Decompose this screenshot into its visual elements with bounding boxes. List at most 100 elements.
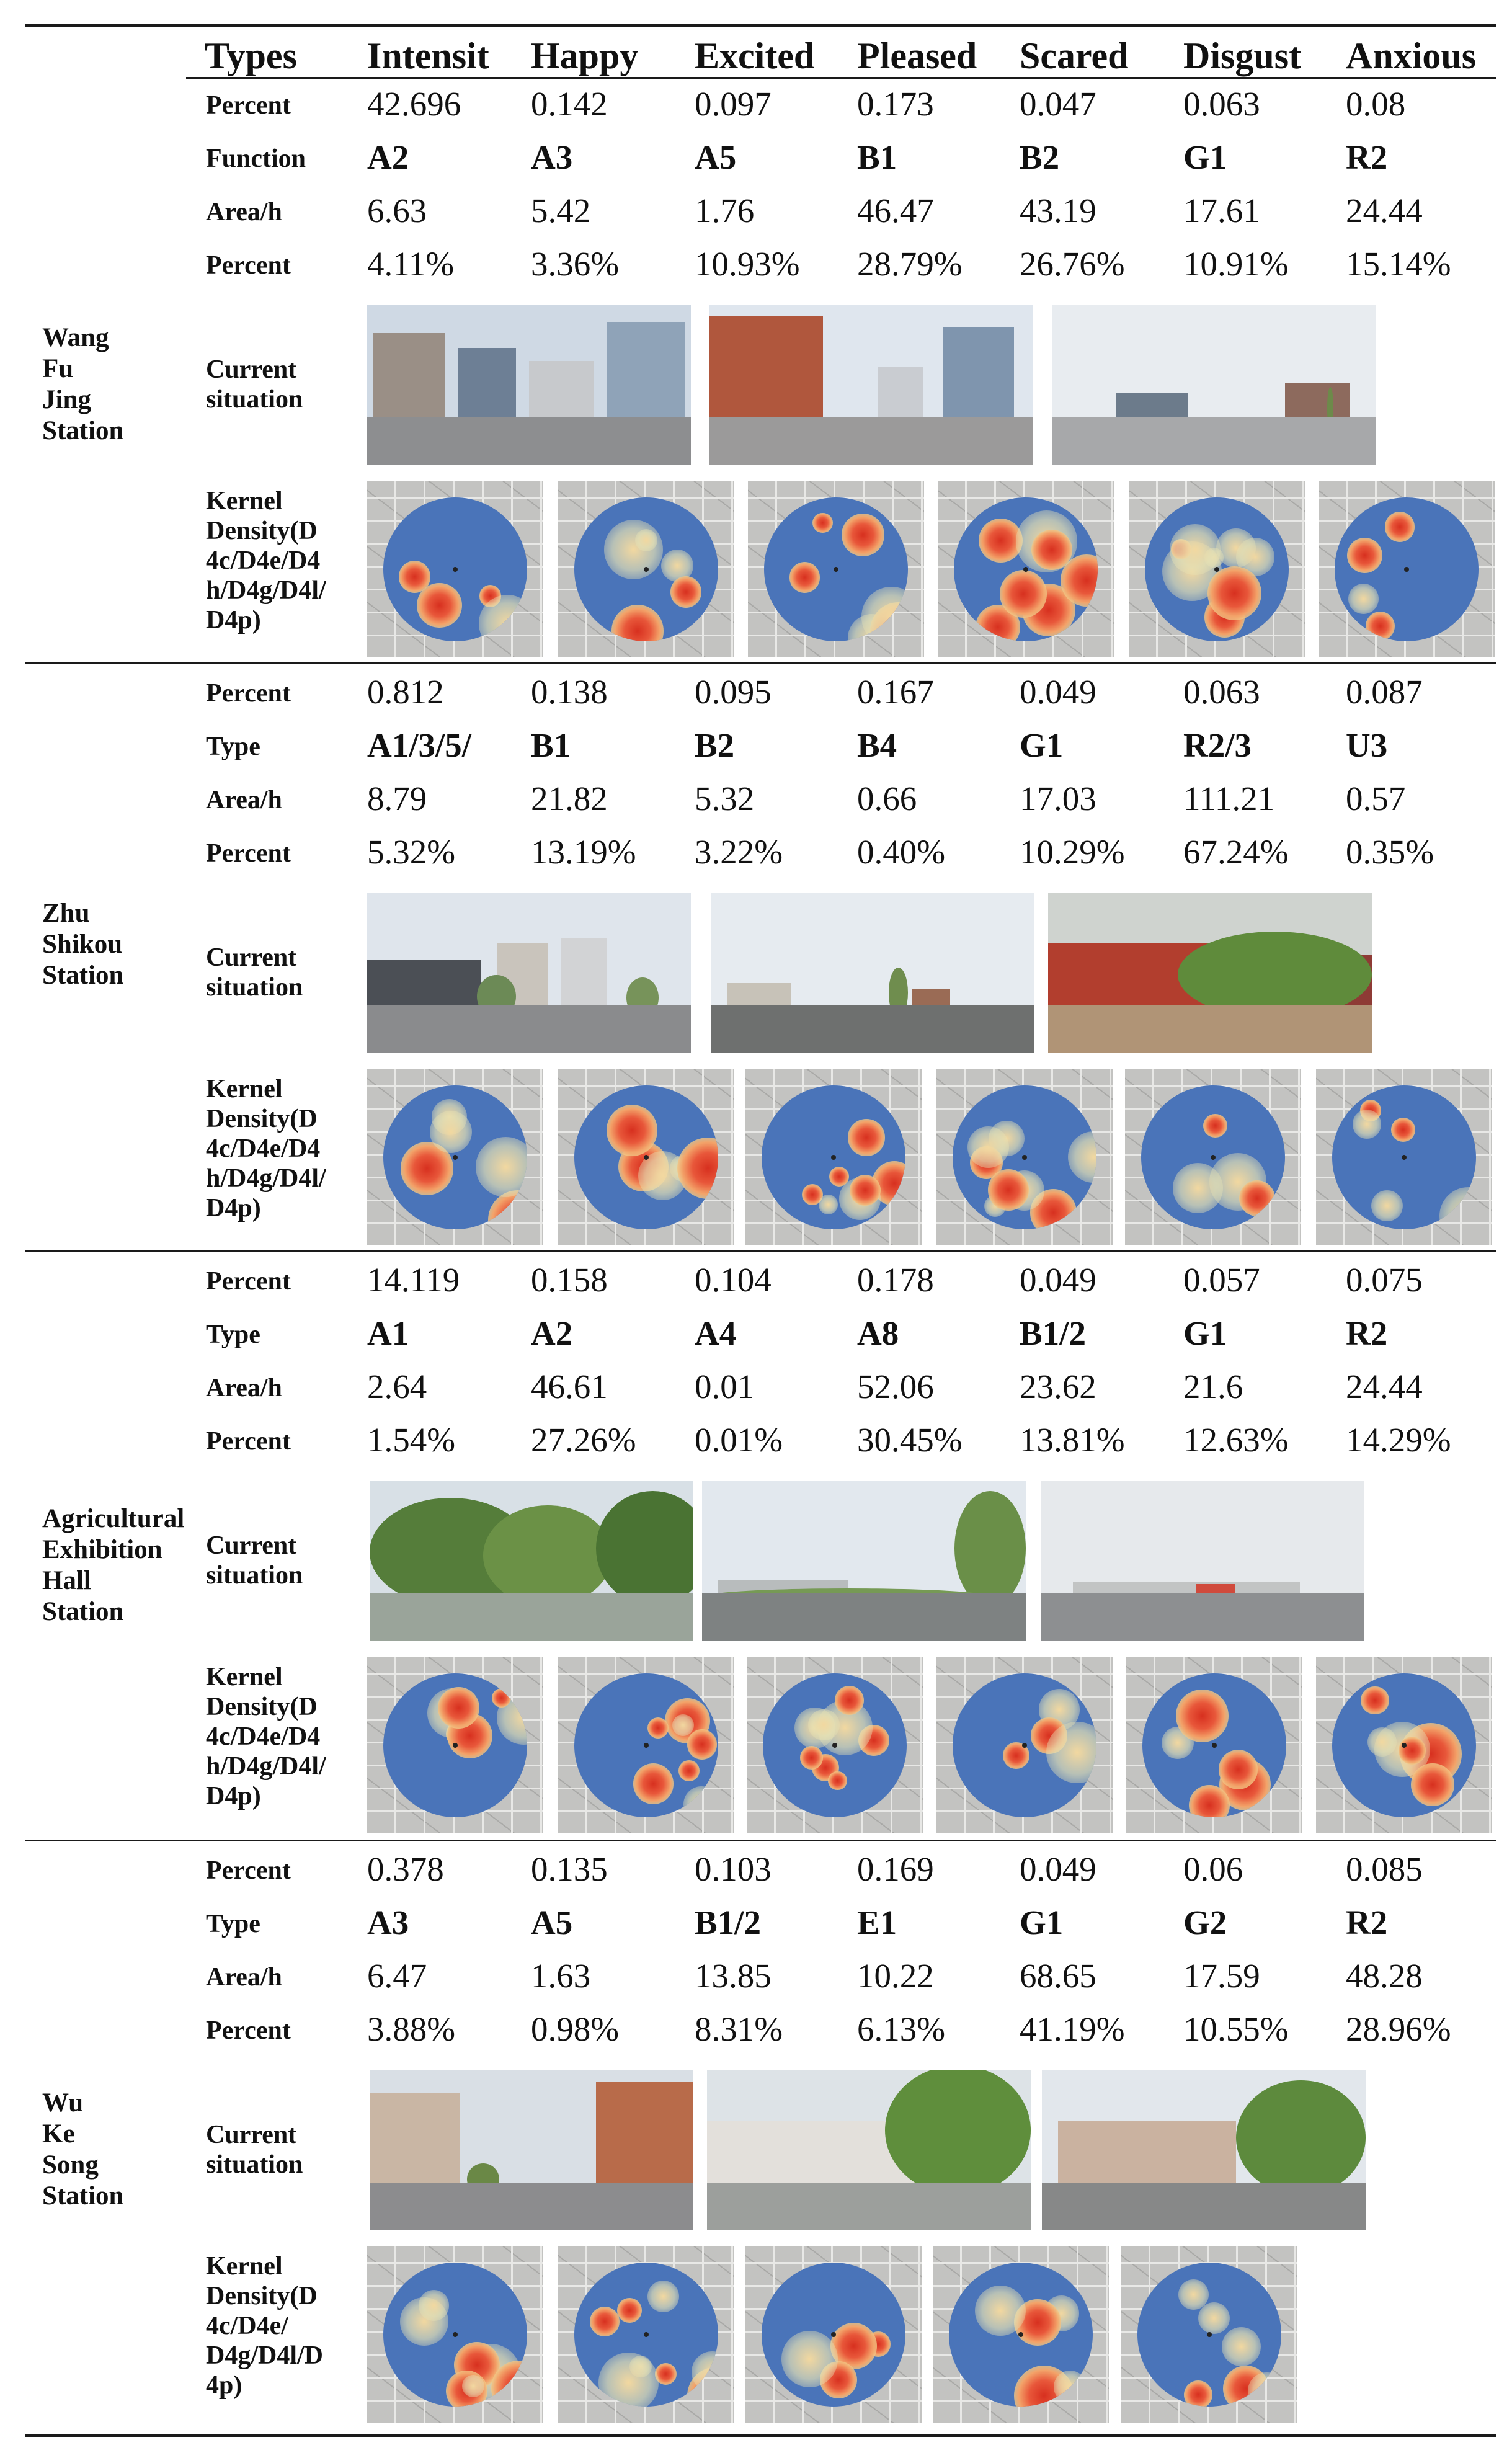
density-hotspot bbox=[818, 1195, 838, 1214]
density-hotspot bbox=[635, 528, 658, 551]
table-cell: 0.57 bbox=[1346, 780, 1406, 817]
table-cell: 10.22 bbox=[857, 1957, 934, 1995]
label-line: Kernel bbox=[206, 2252, 283, 2281]
density-hotspot bbox=[678, 1760, 700, 1781]
station-name: Wu Ke Song Station bbox=[42, 2088, 123, 2212]
table-cell: G2 bbox=[1183, 1904, 1227, 1941]
table-cell: A1/3/5/ bbox=[367, 726, 472, 764]
density-hotspot bbox=[1203, 1113, 1227, 1138]
table-cell: B1 bbox=[857, 138, 897, 176]
header-col-disgust: Disgust bbox=[1183, 35, 1302, 76]
density-hotspot bbox=[429, 1110, 472, 1153]
row-label: Function bbox=[206, 145, 306, 173]
kernel-density-map bbox=[558, 1069, 734, 1245]
station-marker bbox=[1207, 2332, 1212, 2337]
photo-ground bbox=[707, 2182, 1031, 2230]
density-circle bbox=[383, 2263, 527, 2407]
density-hotspot bbox=[598, 2352, 659, 2407]
table-cell: 13.85 bbox=[695, 1957, 772, 1995]
label-line: h/D4g/D4l/ bbox=[206, 576, 326, 605]
section-divider bbox=[25, 662, 1496, 664]
photo-building bbox=[1058, 2121, 1237, 2183]
table-cell: 0.087 bbox=[1346, 673, 1423, 711]
station-name-line: Shikou bbox=[42, 930, 123, 959]
label-line: situation bbox=[206, 973, 303, 1002]
table-bottom-rule bbox=[25, 2434, 1496, 2437]
table-cell: 13.19% bbox=[531, 833, 636, 871]
density-hotspot bbox=[1398, 1737, 1426, 1765]
kernel-density-map bbox=[936, 1657, 1113, 1833]
station-marker bbox=[1214, 567, 1219, 572]
table-cell: 0.135 bbox=[531, 1850, 608, 1888]
table-cell: 12.63% bbox=[1183, 1421, 1289, 1459]
density-hotspot bbox=[1248, 2372, 1281, 2407]
table-cell: 26.76% bbox=[1020, 245, 1125, 283]
table-cell: G1 bbox=[1183, 138, 1227, 176]
table-cell: 0.047 bbox=[1020, 85, 1096, 123]
table-cell: 6.47 bbox=[367, 1957, 427, 1995]
table-cell: 17.59 bbox=[1183, 1957, 1260, 1995]
table-cell: 0.06 bbox=[1183, 1850, 1243, 1888]
table-cell: 0.158 bbox=[531, 1261, 608, 1299]
table-cell: 4.11% bbox=[367, 245, 455, 283]
table-cell: B1/2 bbox=[1020, 1314, 1086, 1352]
table-cell: 5.42 bbox=[531, 192, 591, 229]
density-hotspot bbox=[1411, 1763, 1454, 1807]
table-cell: 0.01% bbox=[695, 1421, 783, 1459]
current-situation-label: Current situation bbox=[206, 1531, 303, 1590]
label-line: D4p) bbox=[206, 1782, 261, 1810]
table-cell: 17.03 bbox=[1020, 780, 1096, 817]
label-line: Kernel bbox=[206, 1663, 283, 1691]
street-photo bbox=[711, 893, 1034, 1053]
label-line: situation bbox=[206, 1561, 303, 1590]
table-cell: B2 bbox=[695, 726, 735, 764]
table-cell: 1.76 bbox=[695, 192, 755, 229]
table-cell: A4 bbox=[695, 1314, 737, 1352]
table-cell: 0.075 bbox=[1346, 1261, 1423, 1299]
photo-building bbox=[727, 982, 792, 1005]
header-col-excited: Excited bbox=[695, 35, 815, 76]
density-hotspot bbox=[437, 1687, 480, 1729]
table-cell: 14.119 bbox=[367, 1261, 460, 1299]
photo-ground bbox=[1048, 1005, 1372, 1053]
table-cell: B4 bbox=[857, 726, 897, 764]
density-hotspot bbox=[603, 520, 664, 580]
kernel-density-map bbox=[558, 481, 734, 657]
table-cell: 111.21 bbox=[1183, 780, 1275, 817]
station-marker bbox=[831, 2332, 836, 2337]
label-line: D4p) bbox=[206, 1194, 261, 1222]
label-line: 4c/D4e/ bbox=[206, 2312, 288, 2340]
density-hotspot bbox=[978, 518, 1023, 563]
density-hotspot bbox=[812, 512, 833, 533]
table-cell: 46.47 bbox=[857, 192, 934, 229]
table-cell: 0.104 bbox=[695, 1261, 772, 1299]
table-cell: 0.097 bbox=[695, 85, 772, 123]
density-hotspot bbox=[1067, 1131, 1096, 1183]
street-photo bbox=[370, 1481, 693, 1641]
street-photo bbox=[367, 893, 691, 1053]
station-marker bbox=[453, 1155, 458, 1160]
current-situation-label: Current situation bbox=[206, 355, 303, 414]
table-cell: A5 bbox=[695, 138, 737, 176]
density-hotspot bbox=[1188, 1784, 1230, 1817]
table-cell: 68.65 bbox=[1020, 1957, 1096, 1995]
density-hotspot bbox=[611, 604, 664, 641]
label-line: 4c/D4e/D4 bbox=[206, 1134, 321, 1163]
label-line: h/D4g/D4l/ bbox=[206, 1752, 326, 1781]
row-label: Percent bbox=[206, 251, 291, 280]
table-cell: 42.696 bbox=[367, 85, 461, 123]
header-col-scared: Scared bbox=[1020, 35, 1129, 76]
station-name-line: Ke bbox=[42, 2119, 75, 2149]
station-marker bbox=[644, 1743, 649, 1748]
photo-building bbox=[911, 988, 951, 1005]
table-cell: 0.063 bbox=[1183, 85, 1260, 123]
table-cell: U3 bbox=[1346, 726, 1388, 764]
table-cell: 3.22% bbox=[695, 833, 783, 871]
photo-tree bbox=[596, 1490, 693, 1606]
photo-tree bbox=[885, 2070, 1031, 2196]
table-cell: 10.29% bbox=[1020, 833, 1125, 871]
table-cell: A3 bbox=[367, 1904, 409, 1941]
table-cell: A2 bbox=[531, 1314, 573, 1352]
header-col-pleased: Pleased bbox=[857, 35, 977, 76]
label-line: 4c/D4e/D4 bbox=[206, 546, 321, 575]
